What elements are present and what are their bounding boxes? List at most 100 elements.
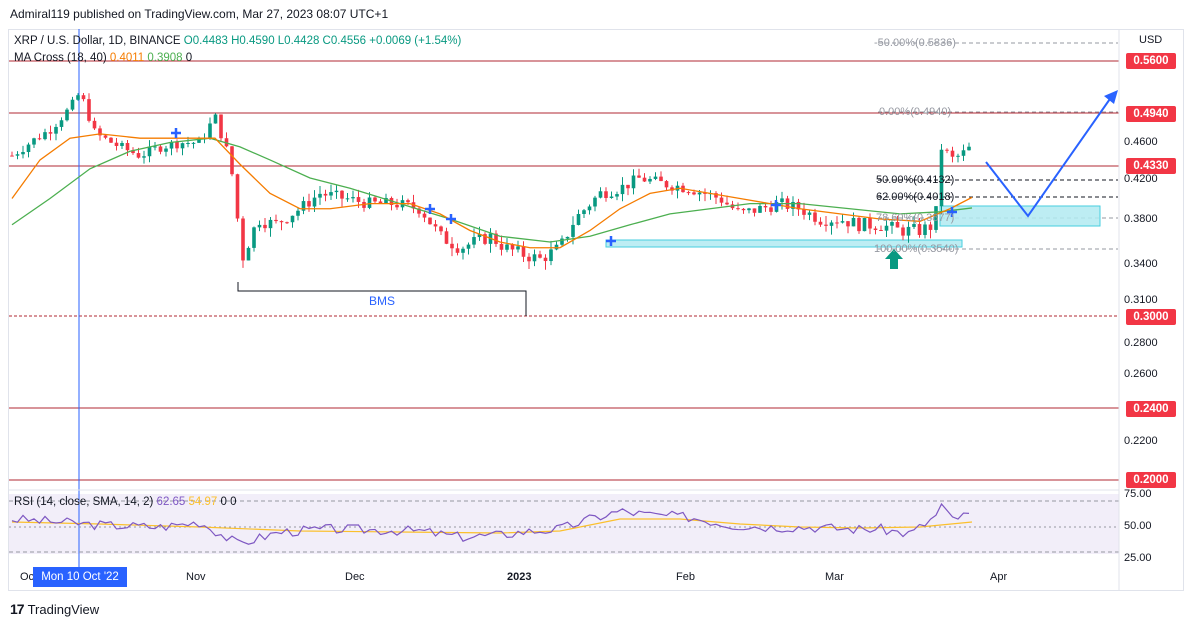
ma-slow-value: 0.3908: [147, 52, 183, 64]
candle-body: [560, 238, 564, 245]
ma-cross-marker: [947, 207, 957, 217]
candle-body: [329, 192, 333, 196]
candle-body: [433, 224, 438, 227]
legend-main[interactable]: XRP / U.S. Dollar, 1D, BINANCE O0.4483 H…: [14, 35, 461, 47]
candle-body: [686, 192, 691, 194]
candle-body: [565, 236, 570, 239]
candle-body: [109, 137, 113, 143]
candle-body: [521, 246, 526, 257]
candle-body: [499, 243, 504, 250]
ma-cross-marker: [425, 204, 435, 214]
candle-body: [587, 206, 592, 211]
candle-body: [92, 120, 97, 129]
bms-label: BMS: [369, 294, 396, 308]
rsi-sma-line: [11, 518, 973, 534]
legend-ma[interactable]: MA Cross (18, 40) 0.4011 0.3908 0: [14, 52, 192, 64]
candle-body: [912, 224, 916, 227]
candle-body: [15, 154, 20, 156]
time-tick: 2023: [507, 571, 532, 583]
rsi-line: [11, 502, 970, 545]
candle-body: [532, 254, 537, 262]
candle-body: [356, 197, 361, 202]
candle-body: [510, 244, 515, 250]
candle-body: [197, 138, 201, 143]
candle-body: [76, 95, 80, 100]
candle-body: [571, 224, 575, 237]
candle-body: [714, 193, 718, 198]
candle-body: [213, 114, 218, 124]
candle-body: [208, 123, 212, 139]
candle-body: [268, 219, 273, 229]
candle-body: [450, 243, 454, 249]
candle-body: [120, 143, 124, 146]
tradingview-logo-icon: 17: [10, 601, 25, 617]
candle-body: [43, 132, 47, 140]
candle-body: [81, 95, 86, 100]
price-tick: 0.4600: [1124, 136, 1158, 148]
candle-body: [752, 208, 757, 213]
candle-body: [769, 207, 773, 212]
candle-body: [279, 221, 284, 223]
candle-body: [263, 224, 267, 229]
fib-label: 78.60%(0.3877): [876, 212, 955, 224]
candle-body: [461, 248, 465, 253]
price-tick: 0.2200: [1124, 435, 1158, 447]
price-tick: 0.2800: [1124, 337, 1158, 349]
level-lines: [9, 60, 1119, 481]
fib-label: 0.00%(0.4940): [879, 106, 952, 118]
ma-cross-marker: [606, 236, 616, 246]
chart-frame[interactable]: [8, 29, 1184, 591]
candle-body: [59, 120, 64, 127]
candle-body: [736, 208, 740, 210]
candle-body: [175, 141, 179, 149]
fib-label: 62.00%(0.4018): [876, 191, 955, 203]
candle-body: [103, 135, 108, 138]
candle-body: [142, 156, 146, 158]
candle-body: [549, 249, 553, 262]
candle-body: [824, 224, 828, 226]
time-tick: Feb: [676, 571, 695, 583]
candle-body: [65, 109, 69, 121]
candle-body: [846, 221, 850, 227]
candle-body: [840, 221, 845, 223]
ma-cross-markers: [171, 128, 957, 246]
projection-path: [985, 95, 1113, 218]
legend-rsi[interactable]: RSI (14, close, SMA, 14, 2) 62.65 54.97 …: [14, 496, 237, 508]
candle-body: [169, 141, 174, 149]
price-tag: 0.4940: [1126, 106, 1176, 122]
candle-body: [835, 222, 839, 224]
candle-body: [725, 202, 729, 205]
price-tag: 0.2000: [1126, 472, 1176, 488]
time-tick: Oc: [20, 571, 35, 583]
candles: [10, 93, 971, 270]
support-zone: [605, 239, 963, 248]
price-tick: 0.3100: [1124, 294, 1158, 306]
candle-body: [417, 208, 421, 214]
candle-body: [114, 142, 119, 146]
time-tick: Apr: [990, 571, 1008, 583]
candle-body: [538, 254, 542, 258]
candle-body: [582, 210, 586, 215]
candle-body: [945, 149, 949, 151]
ma-fast-line: [11, 133, 973, 249]
candle-body: [21, 152, 25, 155]
candle-body: [158, 146, 163, 152]
candle-body: [131, 150, 135, 154]
candle-body: [477, 234, 482, 238]
candle-body: [252, 227, 256, 248]
price-tick: 0.3400: [1124, 258, 1158, 270]
fib-label: 50.00%(0.4132): [876, 174, 955, 186]
crosshair-date-label: Mon 10 Oct '22: [33, 567, 127, 587]
candle-body: [290, 215, 295, 223]
candle-body: [862, 217, 867, 232]
candle-body: [312, 197, 317, 207]
tradingview-logo[interactable]: 17 TradingView: [10, 601, 99, 617]
candle-body: [901, 227, 905, 236]
candle-body: [747, 208, 751, 211]
candle-body: [741, 208, 746, 211]
symbol-label: XRP / U.S. Dollar, 1D, BINANCE: [14, 35, 181, 47]
candle-body: [384, 197, 388, 204]
candle-body: [224, 138, 229, 147]
candle-body: [323, 193, 328, 196]
